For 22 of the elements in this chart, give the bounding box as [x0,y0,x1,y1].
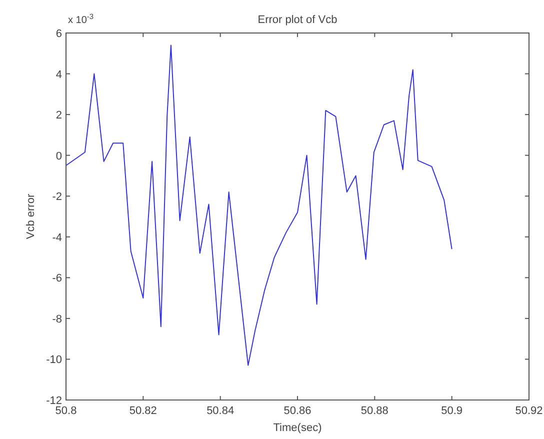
x-axis-title: Time(sec) [273,422,322,434]
x-tick-label: 50.9 [441,405,463,417]
text: x 10$^{-3}$ [68,12,94,26]
x-tick-label: 50.92 [515,405,543,417]
y-tick-label: -6 [52,272,62,285]
y-tick-label: -2 [52,191,62,204]
y-tick-label: -8 [52,313,62,326]
chart-title: Error plot of Vcb [258,14,338,26]
y-tick-label: -12 [46,395,62,407]
y-tick-label: -4 [52,232,62,244]
y-tick-label: -10 [46,354,62,366]
y-tick-label: 0 [56,150,62,162]
x-tick-label: 50.8 [55,405,77,417]
line-series [66,44,452,366]
y-tick-label: 2 [56,110,62,122]
y-tick-label: 4 [56,68,62,81]
x-tick-label: 50.88 [360,405,388,417]
x-tick-label: 50.86 [284,405,312,417]
x-tick-label: 50.84 [206,405,234,417]
y-axis-title: Vcb error [25,194,37,240]
y-tick-label: 6 [56,28,62,40]
x-tick-label: 50.82 [129,405,157,417]
